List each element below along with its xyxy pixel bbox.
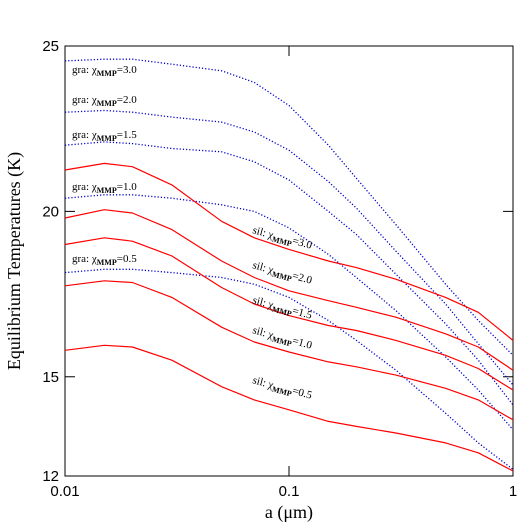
y-tick-label: 25 — [42, 38, 59, 55]
annotation-suffix: =1.5 — [117, 129, 137, 141]
y-axis-label: Equilibrium Temperatures (K) — [4, 152, 25, 370]
annotation-prefix: sil: χ — [251, 224, 275, 241]
y-tick-label: 20 — [42, 203, 59, 220]
series-line — [64, 209, 514, 371]
annotation-suffix: =2.0 — [117, 94, 137, 106]
annotation: gra: χMMP=2.0 — [72, 94, 137, 108]
x-tick-label: 0.1 — [279, 483, 300, 500]
annotation-suffix: =0.5 — [117, 253, 137, 265]
annotation-suffix: =1.0 — [291, 335, 314, 352]
annotation-sub: MMP — [271, 270, 293, 284]
annotation-prefix: gra: χ — [72, 129, 97, 141]
series-line — [64, 344, 514, 472]
series-line — [64, 268, 514, 470]
annotation-suffix: =3.0 — [117, 64, 137, 76]
annotation-prefix: gra: χ — [72, 64, 97, 76]
annotation-suffix: =0.5 — [291, 385, 314, 402]
annotation-sub: MMP — [97, 69, 117, 78]
series-line — [64, 141, 514, 406]
annotation-sub: MMP — [271, 385, 293, 399]
annotation-prefix: gra: χ — [72, 181, 97, 193]
y-tick-label: 15 — [42, 369, 59, 386]
annotation: gra: χMMP=1.5 — [72, 129, 137, 143]
series-line — [64, 58, 514, 356]
annotation-sub: MMP — [97, 258, 117, 267]
annotation: sil: χMMP=2.0 — [251, 259, 314, 288]
annotation-sub: MMP — [97, 186, 117, 195]
series-line — [64, 194, 514, 431]
annotation-sub: MMP — [97, 134, 117, 143]
annotation-suffix: =2.0 — [291, 270, 314, 287]
annotation-prefix: sil: χ — [251, 324, 275, 341]
series-line — [64, 280, 514, 421]
series-line — [64, 237, 514, 391]
annotation: gra: χMMP=1.0 — [72, 181, 137, 195]
y-tick-label: 12 — [42, 468, 59, 485]
annotation: sil: χMMP=1.0 — [251, 324, 314, 353]
annotation: gra: χMMP=3.0 — [72, 64, 137, 78]
annotation: sil: χMMP=3.0 — [251, 224, 314, 253]
annotation: sil: χMMP=0.5 — [251, 374, 314, 403]
annotation-sub: MMP — [271, 335, 293, 349]
annotation-sub: MMP — [97, 99, 117, 108]
series-line — [64, 162, 514, 341]
annotation-prefix: sil: χ — [251, 259, 275, 276]
x-tick-label: 1 — [509, 483, 517, 500]
annotation-suffix: =3.0 — [291, 235, 314, 252]
annotation-sub: MMP — [271, 235, 293, 249]
annotation-prefix: gra: χ — [72, 94, 97, 106]
annotation: gra: χMMP=0.5 — [72, 253, 137, 267]
annotation-prefix: sil: χ — [251, 374, 275, 391]
annotation-suffix: =1.0 — [117, 181, 137, 193]
series-line — [64, 109, 514, 386]
annotation-prefix: gra: χ — [72, 253, 97, 265]
annotation-prefix: sil: χ — [251, 294, 275, 311]
annotation-sub: MMP — [271, 305, 293, 319]
annotation: sil: χMMP=1.5 — [251, 294, 314, 323]
annotation-suffix: =1.5 — [291, 305, 314, 322]
x-tick-label: 0.01 — [50, 483, 79, 500]
x-axis-label: a (μm) — [265, 502, 313, 523]
